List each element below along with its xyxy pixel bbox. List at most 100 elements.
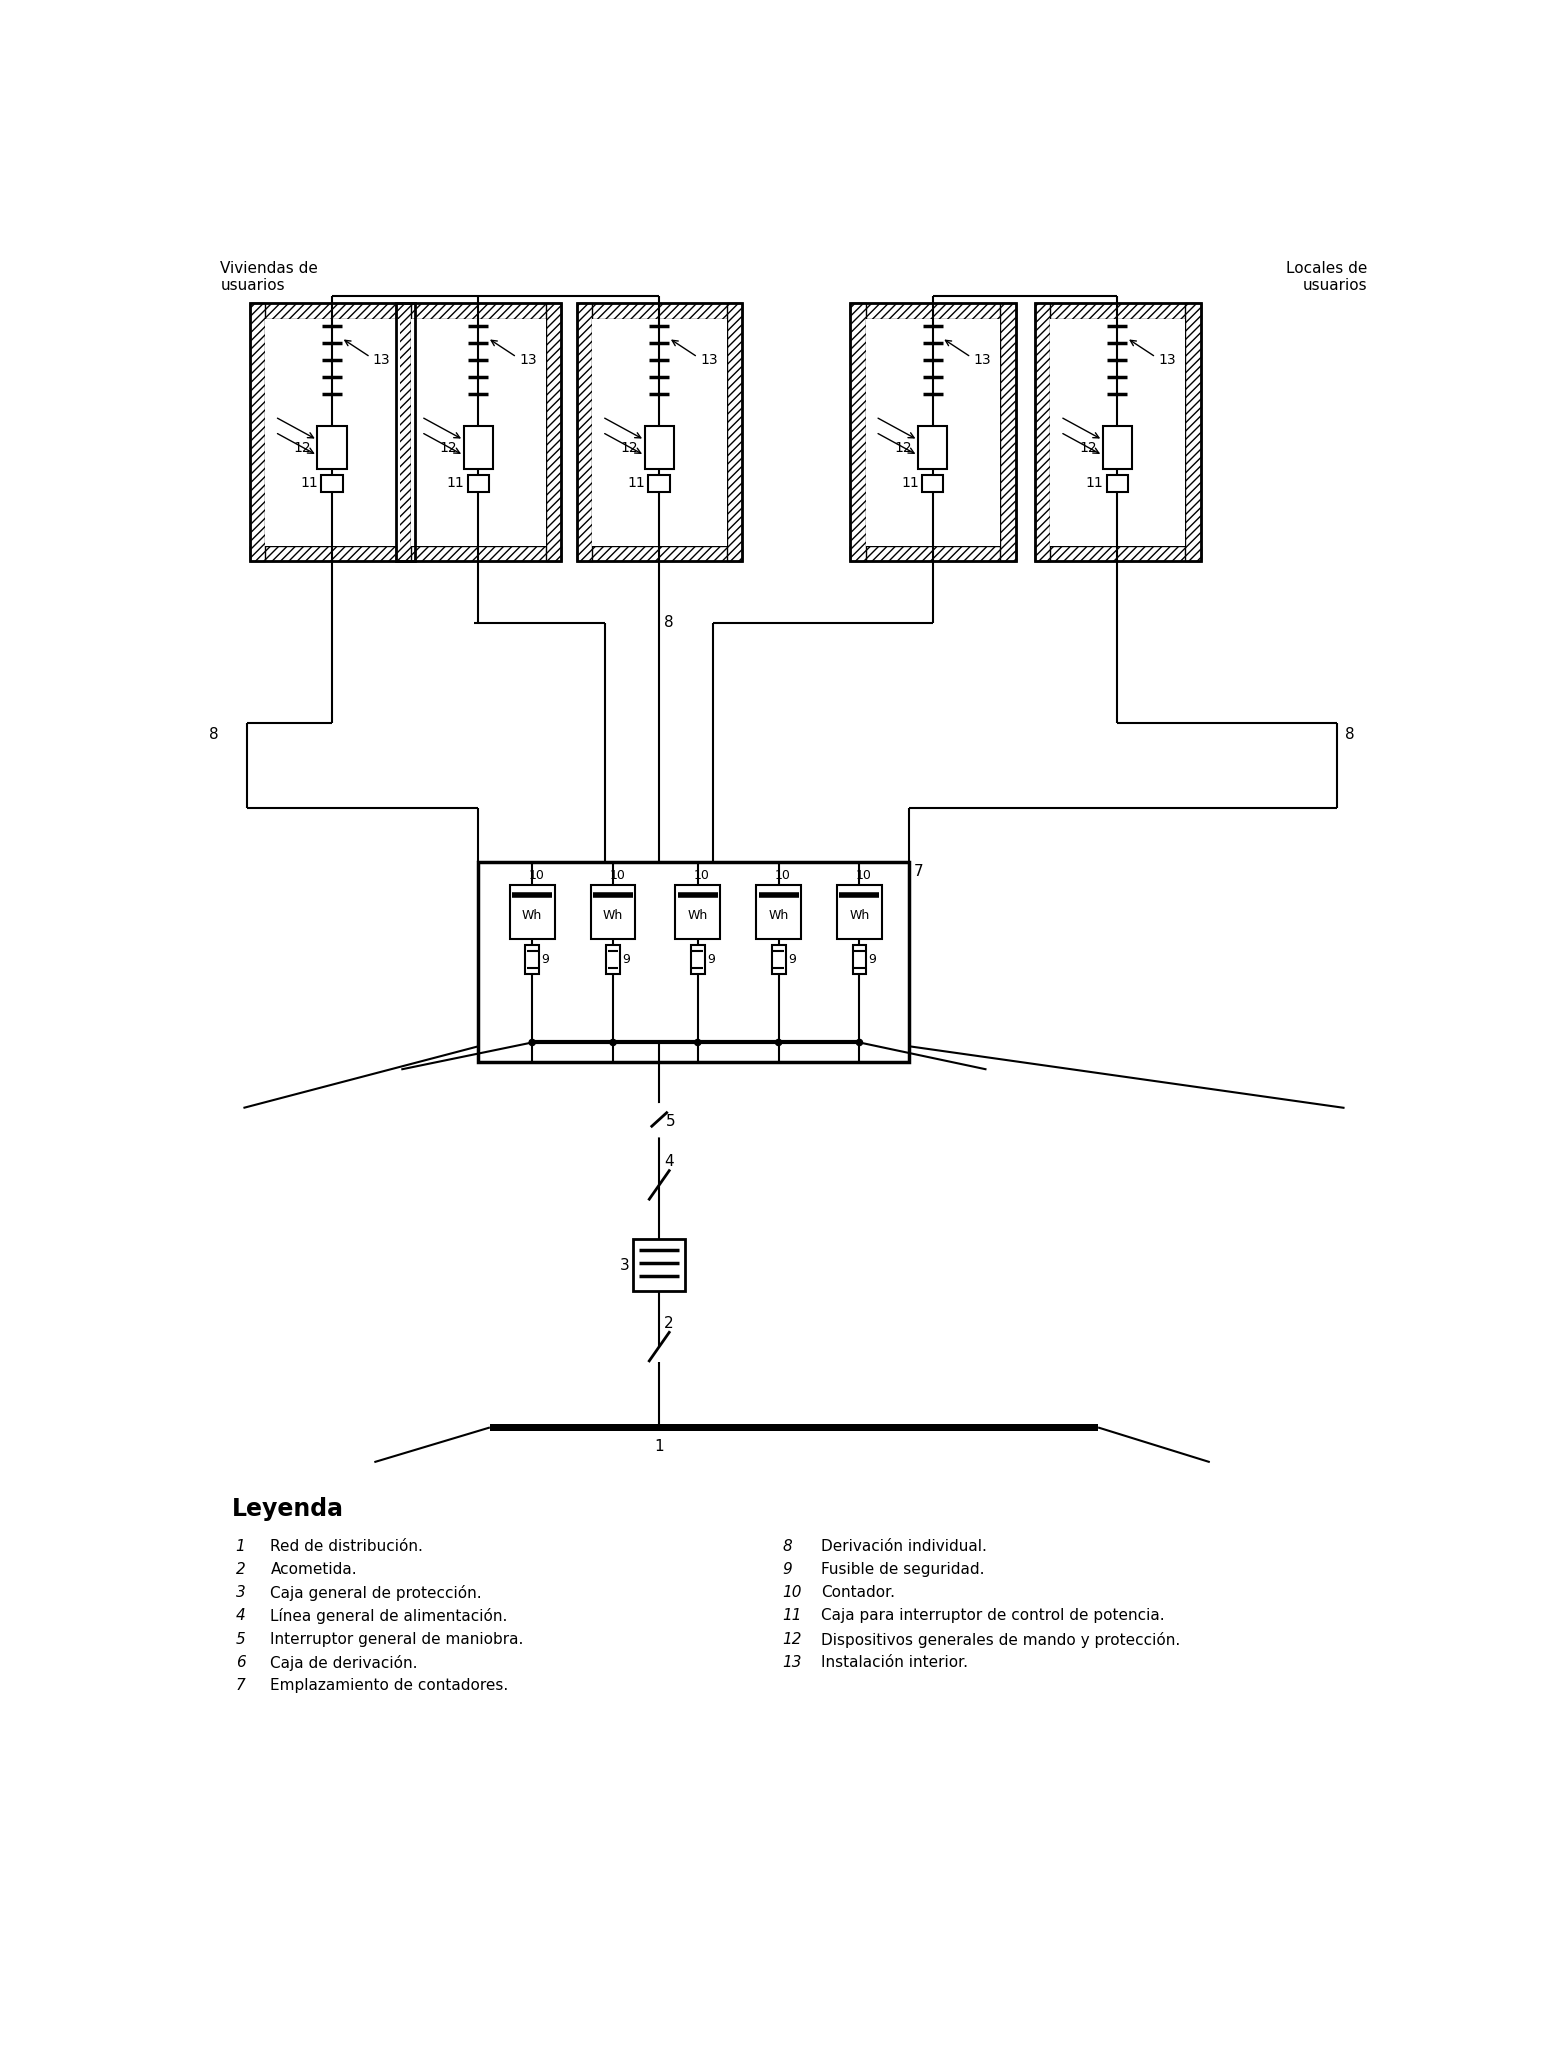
Circle shape xyxy=(656,1129,664,1136)
Text: 6: 6 xyxy=(235,1655,246,1670)
Text: 5: 5 xyxy=(235,1631,246,1647)
Bar xyxy=(772,945,786,974)
Text: 5: 5 xyxy=(665,1115,674,1129)
Text: Wh: Wh xyxy=(603,908,623,923)
Text: 9: 9 xyxy=(541,953,549,966)
Text: Viviendas de
usuarios: Viviendas de usuarios xyxy=(220,262,319,293)
Bar xyxy=(1050,319,1185,546)
Text: 13: 13 xyxy=(783,1655,801,1670)
Text: 12: 12 xyxy=(294,440,311,454)
Text: 12: 12 xyxy=(1078,440,1097,454)
Text: 11: 11 xyxy=(783,1608,801,1622)
Bar xyxy=(412,319,546,546)
Bar xyxy=(851,303,866,561)
Bar xyxy=(577,546,743,561)
Bar xyxy=(645,426,674,469)
Bar xyxy=(577,303,743,319)
Bar xyxy=(851,303,1016,319)
Text: 2: 2 xyxy=(664,1316,673,1330)
Text: Wh: Wh xyxy=(521,908,543,923)
Text: Red de distribución.: Red de distribución. xyxy=(271,1539,424,1555)
Text: Wh: Wh xyxy=(849,908,869,923)
Bar xyxy=(1103,426,1132,469)
Text: 9: 9 xyxy=(707,953,715,966)
Text: 10: 10 xyxy=(695,870,710,882)
Circle shape xyxy=(656,1105,664,1111)
Text: Derivación individual.: Derivación individual. xyxy=(821,1539,987,1555)
Text: 4: 4 xyxy=(235,1608,246,1622)
Bar xyxy=(593,319,727,546)
Text: 12: 12 xyxy=(620,440,639,454)
Text: Wh: Wh xyxy=(769,908,789,923)
Text: 10: 10 xyxy=(775,870,791,882)
Circle shape xyxy=(857,1039,863,1046)
Bar xyxy=(756,884,801,939)
Text: 10: 10 xyxy=(783,1586,801,1600)
Text: 9: 9 xyxy=(622,953,630,966)
Bar xyxy=(464,426,493,469)
Text: 12: 12 xyxy=(894,440,911,454)
Bar xyxy=(511,884,554,939)
Text: 10: 10 xyxy=(529,870,545,882)
Bar xyxy=(396,546,562,561)
Bar xyxy=(317,426,347,469)
Text: Acometida.: Acometida. xyxy=(271,1563,357,1577)
Text: 11: 11 xyxy=(1086,477,1103,491)
Bar xyxy=(490,1424,1098,1432)
Text: 11: 11 xyxy=(447,477,464,491)
Bar xyxy=(851,303,1016,561)
Bar xyxy=(1185,303,1200,561)
Bar xyxy=(917,426,947,469)
Bar xyxy=(265,319,399,546)
Text: Emplazamiento de contadores.: Emplazamiento de contadores. xyxy=(271,1678,509,1692)
Text: Caja general de protección.: Caja general de protección. xyxy=(271,1586,483,1602)
Text: 13: 13 xyxy=(1159,354,1176,368)
Bar xyxy=(606,945,620,974)
Text: 12: 12 xyxy=(439,440,458,454)
Text: 4: 4 xyxy=(664,1154,673,1168)
Bar xyxy=(322,475,343,491)
Text: 13: 13 xyxy=(373,354,390,368)
Text: 3: 3 xyxy=(235,1586,246,1600)
Text: Caja de derivación.: Caja de derivación. xyxy=(271,1655,418,1672)
Text: Interruptor general de maniobra.: Interruptor general de maniobra. xyxy=(271,1631,524,1647)
Bar xyxy=(1001,303,1016,561)
Bar xyxy=(577,303,743,561)
Text: Contador.: Contador. xyxy=(821,1586,896,1600)
Text: 11: 11 xyxy=(628,477,645,491)
Text: 9: 9 xyxy=(783,1563,792,1577)
Text: 1: 1 xyxy=(235,1539,246,1555)
Text: Caja para interruptor de control de potencia.: Caja para interruptor de control de pote… xyxy=(821,1608,1165,1622)
Text: 13: 13 xyxy=(701,354,718,368)
Text: 13: 13 xyxy=(520,354,537,368)
Bar xyxy=(866,319,1001,546)
Bar xyxy=(1035,303,1200,561)
Bar xyxy=(399,303,415,561)
Text: 11: 11 xyxy=(300,477,319,491)
Bar xyxy=(467,475,489,491)
Text: 9: 9 xyxy=(869,953,877,966)
Bar xyxy=(852,945,866,974)
Text: 7: 7 xyxy=(913,863,924,880)
Text: 1: 1 xyxy=(654,1438,664,1455)
Bar xyxy=(837,884,882,939)
Bar xyxy=(591,884,636,939)
Bar xyxy=(922,475,944,491)
Text: 10: 10 xyxy=(855,870,871,882)
Text: Wh: Wh xyxy=(687,908,709,923)
Circle shape xyxy=(529,1039,535,1046)
Text: 8: 8 xyxy=(664,616,673,630)
Text: 8: 8 xyxy=(1344,726,1354,743)
Text: Leyenda: Leyenda xyxy=(232,1498,343,1520)
Text: 7: 7 xyxy=(235,1678,246,1692)
Text: 11: 11 xyxy=(900,477,919,491)
Bar xyxy=(1035,303,1050,561)
Bar xyxy=(692,945,705,974)
Bar xyxy=(249,303,415,319)
Circle shape xyxy=(775,1039,781,1046)
Text: Línea general de alimentación.: Línea general de alimentación. xyxy=(271,1608,507,1625)
Text: Fusible de seguridad.: Fusible de seguridad. xyxy=(821,1563,984,1577)
Text: Dispositivos generales de mando y protección.: Dispositivos generales de mando y protec… xyxy=(821,1631,1180,1647)
Text: Locales de
usuarios: Locales de usuarios xyxy=(1286,262,1368,293)
Text: 9: 9 xyxy=(787,953,795,966)
